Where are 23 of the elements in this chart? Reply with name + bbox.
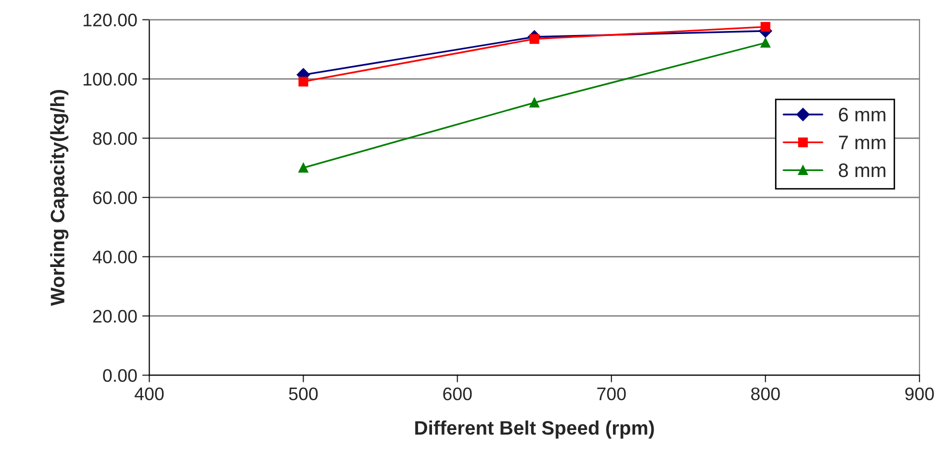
point — [760, 38, 770, 48]
y-tick-label: 0.00 — [103, 369, 137, 382]
x-tick-label: 700 — [597, 387, 626, 400]
x-tick-label: 500 — [289, 387, 318, 400]
y-tick-label: 120.00 — [84, 14, 137, 26]
y-axis-title: Working Capacity(kg/h) — [50, 90, 68, 306]
point — [298, 162, 308, 173]
legend-label: 8 mm — [838, 163, 886, 178]
y-tick-label: 100.00 — [84, 72, 137, 86]
point — [760, 22, 770, 32]
point — [298, 76, 308, 86]
legend-label: 6 mm — [838, 108, 886, 122]
x-tick-label: 800 — [751, 387, 780, 400]
x-tick-label: 600 — [443, 387, 472, 400]
y-tick-label: 80.00 — [93, 132, 137, 145]
point — [530, 98, 540, 108]
legend-label: 7 mm — [838, 136, 886, 150]
x-tick-label: 900 — [905, 387, 934, 400]
y-tick-label: 40.00 — [92, 250, 137, 264]
y-tick-label: 20.00 — [93, 310, 137, 323]
x-tick-label: 400 — [134, 387, 164, 400]
y-tick-label: 60.00 — [93, 191, 137, 204]
x-axis-title: Different Belt Speed (rpm) — [415, 420, 654, 439]
